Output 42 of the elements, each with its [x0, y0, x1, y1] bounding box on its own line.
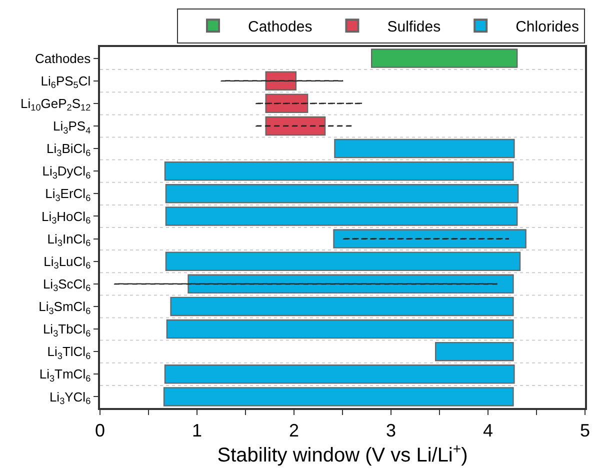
y-tick-label: Li$_{3}$SmCl$_{6}$ [38, 299, 91, 316]
y-tick-label: Li$_{3}$PS$_{4}$ [53, 118, 91, 136]
y-tick-label: Li$_{3}$TbCl$_{6}$ [42, 322, 91, 338]
bar [166, 319, 514, 339]
bar [265, 94, 308, 114]
y-tick-label: Li$_{3}$LuCl$_{6}$ [44, 254, 91, 271]
y-tick-label: Li$_{3}$TmCl$_{6}$ [39, 366, 91, 384]
bar [164, 364, 515, 384]
bar [170, 296, 514, 316]
bar [188, 274, 514, 294]
legend-label: Chlorides [516, 18, 579, 36]
bar [165, 184, 519, 204]
y-tick-label: Li$_{3}$InCl$_{6}$ [47, 231, 91, 248]
legend-label: Cathodes [248, 18, 312, 36]
x-tick-label: 1 [192, 420, 202, 440]
y-tick-label: Li$_{3}$ScCl$_{6}$ [42, 276, 91, 294]
x-tick-label: 3 [386, 420, 396, 440]
bar [165, 252, 521, 271]
bar [371, 48, 518, 68]
bar [265, 71, 297, 90]
y-tick-label: Li$_{10}$GeP$_{2}$S$_{12}$ [20, 96, 91, 113]
y-tick-label: Cathodes [34, 50, 92, 66]
y-tick-label: Li$_{3}$DyCl$_{6}$ [42, 164, 91, 180]
x-axis-title: Stability window (V vs Li/Li$^{+}$) [217, 440, 468, 467]
y-tick-label: Li$_{6}$PS$_{5}$Cl [40, 73, 91, 90]
bar [435, 342, 514, 362]
x-tick-label: 2 [288, 420, 300, 440]
y-tick-label: Li$_{3}$YCl$_{6}$ [49, 389, 91, 406]
bar [165, 206, 518, 226]
y-tick-label: Li$_{3}$HoCl$_{6}$ [41, 208, 91, 226]
bar [164, 161, 514, 181]
y-tick-label: Li$_{3}$TlCl$_{6}$ [47, 344, 91, 361]
x-tick-label: 5 [580, 420, 590, 440]
bar [163, 387, 514, 406]
y-tick-label: Li$_{3}$BiCl$_{6}$ [46, 141, 91, 158]
y-tick-label: Li$_{3}$ErCl$_{6}$ [45, 186, 91, 203]
x-tick-label: 4 [482, 420, 494, 440]
bar [334, 138, 515, 158]
bar [265, 116, 326, 136]
bar [333, 229, 526, 248]
legend-label: Sulfides [387, 18, 441, 36]
x-tick-label: 0 [94, 420, 106, 440]
